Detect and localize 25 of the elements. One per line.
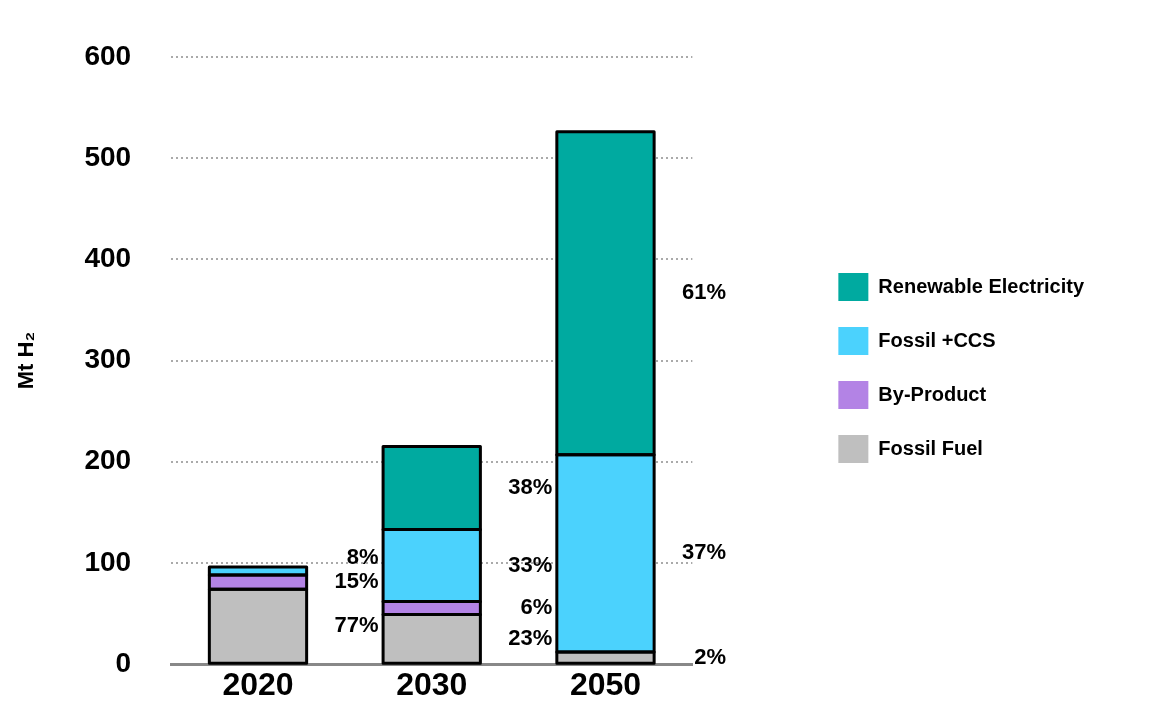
x-tick-label: 2020 bbox=[222, 666, 294, 703]
y-tick-label: 600 bbox=[84, 39, 132, 71]
y-tick-label: 500 bbox=[84, 140, 132, 172]
annotation: 15% bbox=[334, 568, 379, 594]
annotation: 77% bbox=[334, 612, 379, 638]
y-tick-label: 200 bbox=[84, 444, 132, 476]
annotation: 33% bbox=[508, 551, 553, 577]
y-tick-label: 100 bbox=[84, 545, 132, 577]
y-tick-label: 0 bbox=[115, 646, 132, 678]
legend-label: By-Product bbox=[878, 382, 987, 405]
annotation: 38% bbox=[508, 474, 553, 500]
y-tick-label: 300 bbox=[84, 343, 132, 375]
annotation: 37% bbox=[682, 539, 727, 565]
annotation: 6% bbox=[520, 594, 553, 620]
x-tick-label: 2030 bbox=[396, 666, 468, 703]
legend-label: Fossil +CCS bbox=[878, 328, 996, 351]
annotation: 61% bbox=[682, 279, 727, 305]
legend-label: Fossil Fuel bbox=[878, 436, 983, 459]
legend-label: Renewable Electricity bbox=[878, 274, 1085, 297]
x-tick-label: 2050 bbox=[569, 666, 642, 703]
text: 2% bbox=[694, 643, 727, 669]
y-tick-label: 400 bbox=[84, 241, 132, 273]
annotation: 23% bbox=[508, 624, 553, 650]
y-axis-title: Mt H₂ bbox=[13, 331, 39, 390]
annotation: 8% bbox=[346, 544, 379, 570]
